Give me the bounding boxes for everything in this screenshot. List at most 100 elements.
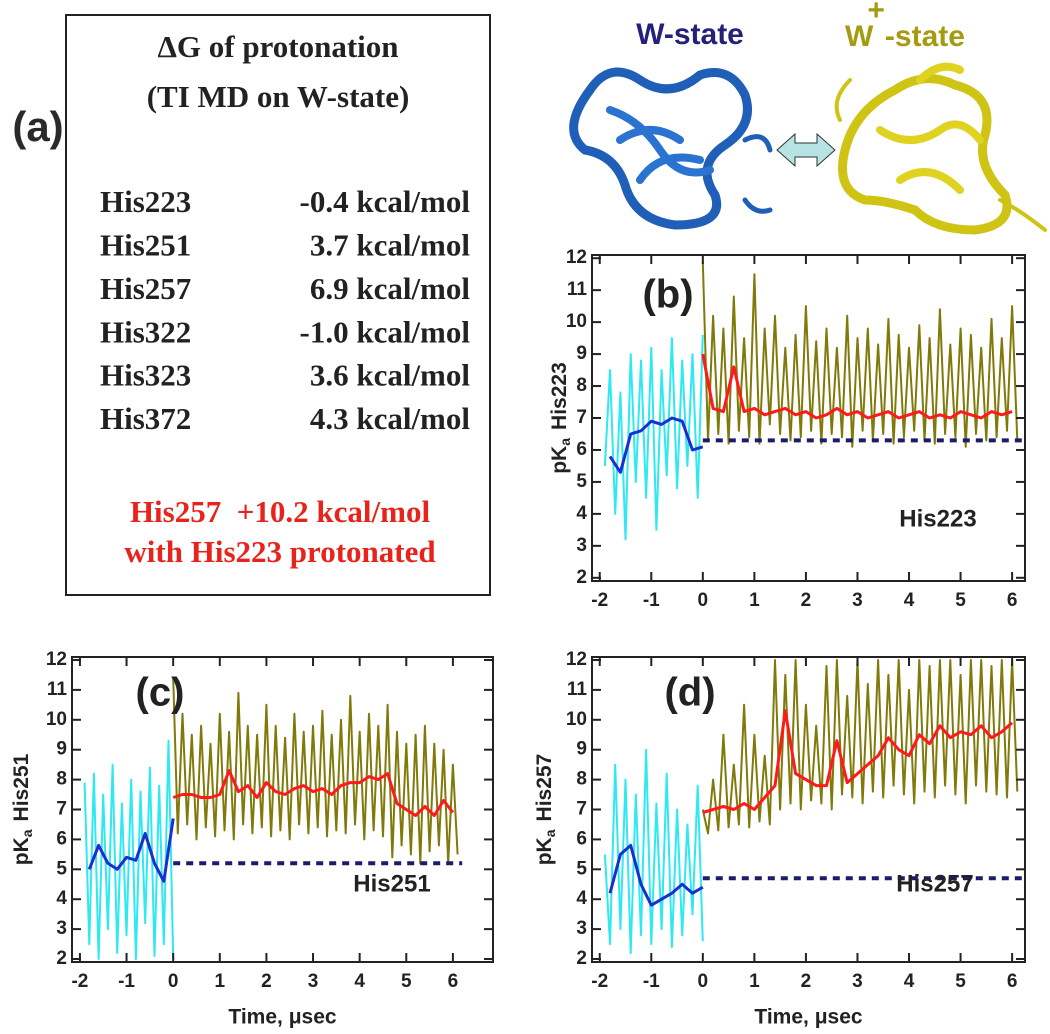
y-tick-label: 4: [576, 888, 587, 909]
residue-label: His223: [899, 505, 976, 532]
table-rows: His223 -0.4 kcal/mol His251 3.7 kcal/mol His…: [100, 184, 470, 436]
series-line: [701, 659, 1019, 835]
series-line: [608, 416, 704, 474]
table-title: ΔG of protonation: [157, 29, 398, 64]
x-tick-label: 1: [215, 971, 226, 992]
x-tick-label: 3: [852, 590, 863, 611]
y-tick-label: 2: [56, 948, 67, 969]
panel-label: (a): [12, 103, 63, 150]
state-rest: -state: [885, 20, 965, 53]
y-tick-label: 8: [576, 375, 587, 396]
row-value: 3.6 kcal/mol: [310, 358, 471, 393]
y-label-rest: His223: [548, 362, 571, 430]
y-label-sub: a: [19, 829, 35, 837]
y-tick-label: 3: [56, 918, 67, 939]
y-tick-label: 12: [566, 247, 587, 268]
x-axis-label: Time, μsec: [754, 1006, 863, 1029]
state-label: W-state: [636, 18, 744, 51]
residue-label: His257: [896, 870, 973, 897]
y-tick-label: 6: [576, 439, 587, 460]
y-tick-label: 4: [576, 503, 587, 524]
panel-label: (b): [642, 273, 693, 317]
x-tick-label: 0: [698, 971, 709, 992]
y-tick-label: 3: [576, 918, 587, 939]
y-tick-label: 9: [576, 739, 587, 760]
note: His257 +10.2 kcal/mol: [130, 494, 431, 529]
series-line: [603, 748, 704, 954]
y-label-main: pK: [10, 837, 33, 865]
y-tick-label: 7: [576, 407, 587, 428]
y-tick-label: 2: [576, 948, 587, 969]
series-group: [603, 659, 1025, 954]
x-tick-label: 4: [354, 971, 365, 992]
y-tick-label: 5: [576, 471, 587, 492]
note: with His223 protonated: [124, 534, 435, 569]
x-tick-label: 2: [801, 971, 812, 992]
x-axis-label: Time, μsec: [228, 1006, 337, 1029]
state-w: W: [845, 20, 874, 53]
arrow: [776, 132, 836, 168]
y-label-rest: His257: [533, 754, 556, 822]
series-line: [701, 261, 1019, 448]
x-tick-label: 2: [801, 590, 812, 611]
series-line: [702, 709, 1014, 814]
x-tick-label: 1: [749, 590, 760, 611]
y-axis-label: pKa His257: [533, 754, 558, 866]
residue-label: His251: [353, 870, 430, 897]
table-subtitle: (TI MD on W-state): [147, 79, 410, 114]
y-label-main: pK: [548, 446, 571, 474]
series-line: [608, 843, 704, 907]
y-tick-label: 7: [576, 799, 587, 820]
x-tick-label: 0: [698, 590, 709, 611]
panel-label: (d): [664, 671, 715, 715]
y-tick-label: 10: [566, 311, 587, 332]
x-tick-label: 6: [448, 971, 459, 992]
x-tick-label: 6: [1007, 590, 1018, 611]
y-tick-label: 7: [56, 799, 67, 820]
row-name: His323: [100, 358, 191, 393]
y-tick-label: 8: [576, 769, 587, 790]
series-line: [172, 677, 459, 865]
series-line: [87, 818, 175, 883]
row-name: His257: [100, 271, 191, 306]
y-tick-label: 11: [567, 679, 588, 700]
row-value: -1.0 kcal/mol: [300, 314, 471, 349]
y-tick-label: 2: [576, 567, 587, 588]
x-tick-label: 3: [308, 971, 319, 992]
x-tick-label: 5: [955, 590, 966, 611]
y-axis-label: pKa His223: [548, 362, 573, 474]
y-tick-label: 12: [46, 649, 67, 670]
x-tick-label: 1: [749, 971, 760, 992]
row-name: His322: [100, 314, 191, 349]
row-name: His372: [100, 401, 191, 436]
row-value: -0.4 kcal/mol: [300, 184, 471, 219]
x-tick-label: 5: [401, 971, 412, 992]
y-label-rest: His251: [10, 753, 33, 821]
x-tick-label: -1: [643, 971, 660, 992]
row-value: 3.7 kcal/mol: [310, 228, 471, 263]
y-tick-label: 8: [56, 769, 67, 790]
series-group: [603, 261, 1025, 541]
y-tick-label: 6: [56, 828, 67, 849]
y-tick-label: 9: [56, 739, 67, 760]
y-axis-label: pKa His251: [10, 753, 35, 865]
y-label-sub: a: [542, 829, 558, 837]
x-tick-label: -2: [591, 971, 608, 992]
x-tick-label: 5: [955, 971, 966, 992]
series-line: [701, 353, 1013, 420]
w-plus-state-structure: [834, 62, 1047, 235]
x-tick-label: 4: [904, 971, 915, 992]
x-tick-label: 4: [904, 590, 915, 611]
x-tick-label: 3: [852, 971, 863, 992]
w-state-structure: [569, 67, 773, 230]
y-tick-label: 5: [576, 858, 587, 879]
row-value: 6.9 kcal/mol: [310, 271, 471, 306]
y-tick-label: 11: [47, 679, 68, 700]
y-tick-label: 3: [576, 535, 587, 556]
series-line: [172, 769, 455, 817]
y-tick-label: 5: [56, 858, 67, 879]
y-tick-label: 12: [566, 649, 587, 670]
